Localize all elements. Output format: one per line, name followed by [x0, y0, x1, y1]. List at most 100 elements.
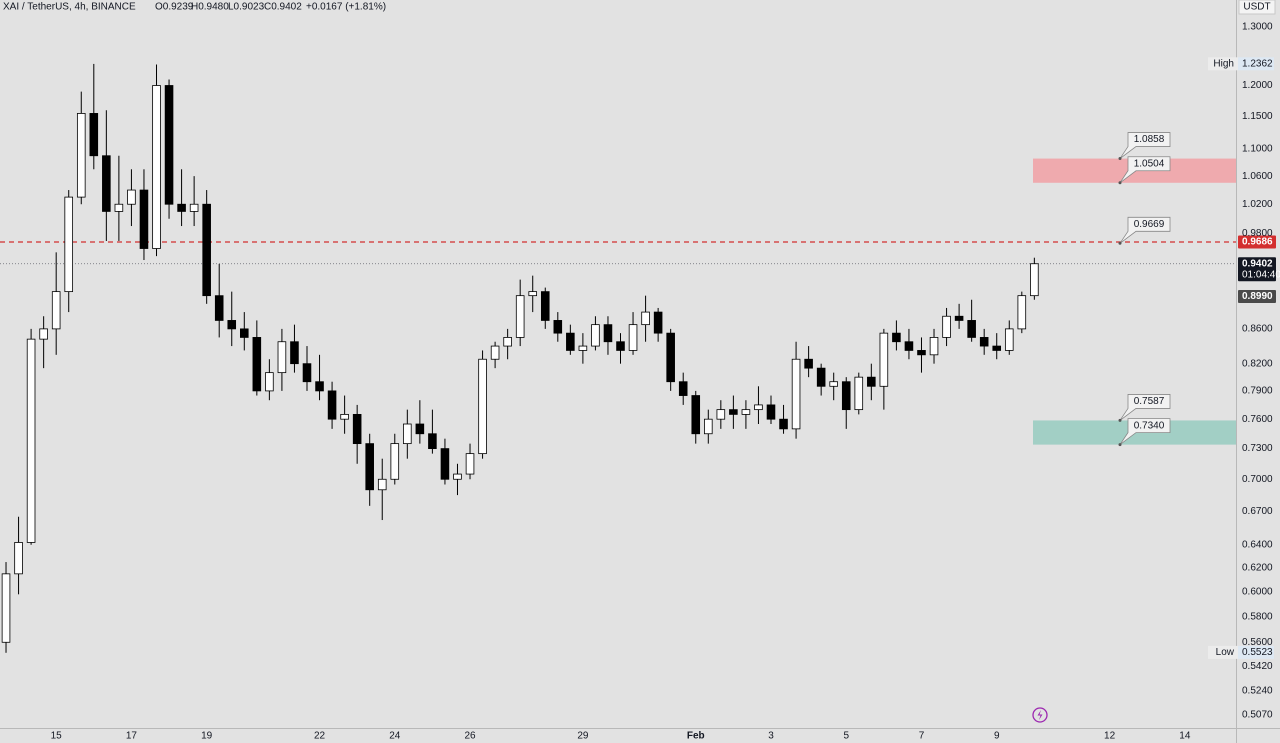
candle-body — [76, 113, 86, 198]
price-tag-label: 0.9686 — [1242, 237, 1273, 248]
candle-body — [1004, 328, 1014, 351]
candle-body — [829, 381, 838, 387]
extreme-name: Low — [1216, 647, 1235, 658]
candle-body — [729, 409, 738, 415]
y-tick-label: 0.7600 — [1242, 414, 1273, 425]
y-tick-label: 0.8200 — [1242, 358, 1273, 369]
candle-body — [377, 478, 387, 491]
candle-body — [89, 113, 99, 157]
candle-body — [653, 311, 663, 334]
candle-body — [327, 390, 337, 420]
overlay: 1.0858 1.0504 0.7587 0.7340 0.9669 0.9686 0.94… — [1118, 57, 1280, 659]
y-tick-label: 0.5070 — [1242, 710, 1273, 721]
candle-body — [716, 409, 726, 420]
candle-body — [904, 341, 914, 351]
y-tick-label: 0.7900 — [1242, 386, 1273, 397]
price-tag — [1238, 289, 1276, 303]
candle-body — [766, 404, 776, 420]
candle-body — [678, 381, 688, 396]
y-tick-label: 0.6200 — [1242, 563, 1273, 574]
y-tick-label: 1.2000 — [1242, 80, 1273, 91]
x-tick-label: 24 — [389, 731, 401, 742]
alert-bolt — [1037, 710, 1043, 720]
candle-body — [490, 345, 500, 360]
x-tick-label: 12 — [1104, 731, 1116, 742]
y-tick-label: 0.7300 — [1242, 443, 1273, 454]
candle-body — [390, 443, 400, 480]
callout-box — [1119, 132, 1171, 159]
x-tick-label: 5 — [843, 731, 849, 742]
currency[interactable]: USDT — [1243, 2, 1270, 13]
currency-box[interactable] — [1238, 0, 1276, 15]
close: C0.9402 — [264, 2, 302, 13]
candle-body — [365, 443, 374, 491]
y-tick-label: 0.6700 — [1242, 506, 1273, 517]
open: O0.9239 — [155, 2, 194, 13]
candle-body — [139, 189, 149, 249]
candle-body — [553, 320, 563, 334]
candle-body — [929, 337, 939, 356]
candle-body — [691, 395, 701, 435]
y-tick-label: 1.3000 — [1242, 22, 1273, 33]
candle-body — [515, 295, 525, 338]
candle-body — [265, 372, 274, 392]
candle-body — [352, 413, 362, 445]
callout-anchor — [1118, 181, 1122, 185]
candle-body — [540, 291, 550, 321]
candle-body — [867, 376, 876, 387]
alert-icon[interactable] — [1032, 707, 1048, 723]
candle-body — [39, 328, 48, 340]
x-tick-label: 9 — [994, 731, 1000, 742]
x-tick-label: 3 — [768, 731, 774, 742]
candle-body — [917, 350, 926, 356]
extreme-tag — [1238, 645, 1274, 659]
y-tick-label: 0.5420 — [1242, 661, 1273, 672]
y-tick-label: 0.8600 — [1242, 324, 1273, 335]
extreme-label: 0.5523 — [1242, 647, 1273, 658]
candle-body — [641, 311, 650, 326]
candle-body — [440, 448, 450, 480]
candle-body — [177, 203, 186, 212]
price-tag — [1238, 257, 1276, 282]
candle-body — [415, 423, 425, 435]
y-tick-label: 0.7000 — [1242, 474, 1273, 485]
candle-body — [428, 433, 437, 450]
high: H0.9480 — [191, 2, 229, 13]
callout-anchor — [1118, 418, 1122, 422]
candle-body — [967, 320, 976, 338]
y-tick-label: 1.1000 — [1242, 144, 1273, 155]
symbol: XAI / TetherUS, 4h, BINANCE — [3, 2, 136, 13]
candle-body — [503, 337, 512, 347]
x-tick-label: 26 — [464, 731, 476, 742]
plot-area — [0, 63, 1236, 653]
candle-body — [227, 320, 237, 330]
candle-body — [164, 85, 174, 205]
candle-body — [202, 203, 211, 297]
candle-body — [340, 413, 349, 420]
extreme-name: High — [1213, 58, 1234, 69]
extreme-tag — [1238, 57, 1274, 71]
x-tick-label: 29 — [577, 731, 589, 742]
y-tick-label: 0.6000 — [1242, 587, 1273, 598]
callout-label: 1.0504 — [1134, 158, 1165, 169]
candle-body — [791, 358, 801, 430]
candle-body — [616, 341, 625, 351]
candle-body — [942, 315, 951, 338]
x-tick-label: 19 — [201, 731, 213, 742]
callout-label: 0.7587 — [1134, 396, 1165, 407]
candle-body — [841, 381, 851, 411]
y-tick-label: 1.0200 — [1242, 199, 1273, 210]
change: +0.0167 (+1.81%) — [306, 2, 386, 13]
callout-box — [1119, 418, 1171, 445]
callout-anchor — [1118, 157, 1122, 161]
candle-body — [954, 315, 964, 321]
extreme-name-box — [1208, 645, 1238, 659]
x-tick-label: 15 — [51, 731, 63, 742]
callout-box — [1119, 156, 1171, 184]
candle-body — [1030, 263, 1039, 297]
candle-body — [465, 453, 475, 475]
candle-body — [127, 189, 136, 205]
candle-body — [979, 337, 989, 347]
candle-body — [14, 542, 23, 575]
